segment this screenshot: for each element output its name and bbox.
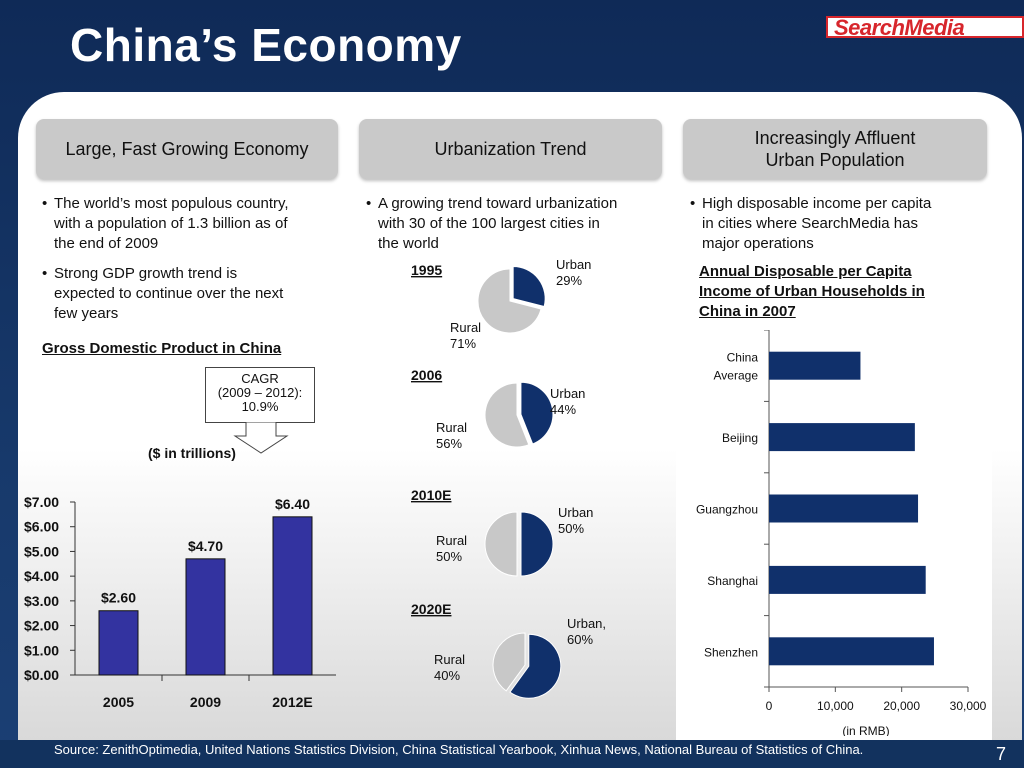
searchmedia-logo: SearchMedia: [826, 15, 1024, 40]
gdp-bar: [272, 516, 313, 676]
pie-urban-label: 60%: [567, 632, 593, 647]
gdp-x-tick-label: 2005: [103, 694, 134, 710]
pie-urban-label: Urban: [556, 257, 591, 272]
pie-rural-label: Rural: [450, 320, 481, 335]
gdp-y-tick-label: $7.00: [24, 494, 59, 510]
income-category-label: China: [727, 351, 759, 365]
down-arrow-icon: [233, 422, 289, 454]
income-chart-title: Annual Disposable per Capita Income of Ur…: [699, 263, 925, 320]
pie-urban-label: Urban: [550, 386, 585, 401]
pie-slice-urban: [512, 266, 546, 308]
gdp-y-tick-label: $4.00: [24, 568, 59, 584]
income-x-axis-label: (in RMB): [842, 724, 889, 736]
pie-rural-label: 50%: [436, 549, 462, 564]
pie-slice-urban: [520, 511, 554, 577]
gdp-y-tick-label: $0.00: [24, 667, 59, 683]
header-urbanization: Urbanization Trend: [359, 119, 662, 179]
income-bar: [769, 423, 915, 452]
header-large-economy: Large, Fast Growing Economy: [36, 119, 338, 179]
pie-year-title: 1995: [411, 262, 442, 278]
logo-text: SearchMedia: [834, 15, 965, 40]
source-note: Source: ZenithOptimedia, United Nations …: [54, 742, 864, 757]
income-category-label: Guangzhou: [696, 503, 758, 517]
pie-urban-label: 50%: [558, 521, 584, 536]
col1-bullet-1: The world’s most populous country,with a…: [42, 194, 342, 254]
col2-bullet-1: A growing trend toward urbanizationwith …: [366, 194, 666, 254]
pie-slice-rural: [484, 382, 530, 448]
cagr-box: CAGR (2009 – 2012): 10.9%: [205, 367, 315, 423]
income-category-label: Shanghai: [707, 574, 758, 588]
pie-urban-label: Urban,: [567, 616, 606, 631]
pie-urban-label: 29%: [556, 273, 582, 288]
pie-urban-label: 44%: [550, 402, 576, 417]
gdp-y-tick-label: $6.00: [24, 519, 59, 535]
gdp-y-tick-label: $5.00: [24, 543, 59, 559]
income-bar-chart: China Average Beijing Guangzhou Shanghai Shen…: [696, 330, 987, 736]
pie-rural-label: Rural: [434, 652, 465, 667]
income-bar: [769, 565, 926, 594]
income-x-tick-label: 20,000: [883, 699, 920, 713]
income-category-label: Shenzhen: [704, 645, 758, 659]
pie-rural-label: 40%: [434, 668, 460, 683]
income-bar: [769, 351, 861, 380]
income-category-label: Average: [714, 369, 759, 383]
gdp-bar-chart: $0.00 $1.00 $2.00 $3.00 $4.00 $5.00 $6.00 $7.00…: [24, 494, 336, 710]
gdp-units-label: ($ in trillions): [148, 445, 236, 461]
pie-year-title: 2020E: [411, 601, 451, 617]
pie-rural-label: 56%: [436, 436, 462, 451]
pie-rural-label: Rural: [436, 533, 467, 548]
pie-year-title: 2006: [411, 367, 442, 383]
gdp-bar: [98, 610, 139, 676]
col2-bullets: A growing trend toward urbanizationwith …: [366, 194, 666, 264]
pie-slice-urban: [509, 633, 562, 699]
gdp-y-tick-label: $3.00: [24, 593, 59, 609]
page-number: 7: [996, 744, 1007, 764]
income-category-label: Beijing: [722, 431, 758, 445]
pie-urban-label: Urban: [558, 505, 593, 520]
pie-slice-rural: [477, 268, 542, 334]
pie-rural-label: 71%: [450, 336, 476, 351]
income-x-tick-label: 0: [766, 699, 773, 713]
urbanization-pie-charts: 1995 Urban29%Rural71%2006Urban44%Rural56%…: [411, 257, 606, 699]
pie-slice-urban: [520, 381, 554, 445]
pie-slice-rural: [492, 632, 526, 692]
col1-bullets: The world’s most populous country,with a…: [42, 194, 342, 334]
gdp-x-tick-label: 2012E: [272, 694, 312, 710]
pie-slice-rural: [484, 511, 518, 577]
gdp-y-tick-label: $1.00: [24, 642, 59, 658]
income-x-tick-label: 10,000: [817, 699, 854, 713]
slide-title: China’s Economy: [70, 19, 462, 71]
gdp-y-tick-label: $2.00: [24, 618, 59, 634]
gdp-x-tick-label: 2009: [190, 694, 221, 710]
income-x-tick-label: 30,000: [950, 699, 987, 713]
income-chart-background: [676, 328, 992, 740]
header-affluent-urban: Increasingly Affluent Urban Population: [683, 119, 987, 179]
gdp-bar: [185, 558, 226, 676]
gdp-bar-value-label: $6.40: [275, 496, 310, 512]
footer-bar: [0, 740, 1024, 768]
pie-year-title: 2010E: [411, 487, 451, 503]
gdp-bar-value-label: $4.70: [188, 538, 223, 554]
income-bar: [769, 494, 919, 523]
gdp-chart-title: Gross Domestic Product in China: [42, 340, 282, 357]
pie-rural-label: Rural: [436, 420, 467, 435]
gdp-bar-value-label: $2.60: [101, 590, 136, 606]
income-bar: [769, 637, 934, 666]
